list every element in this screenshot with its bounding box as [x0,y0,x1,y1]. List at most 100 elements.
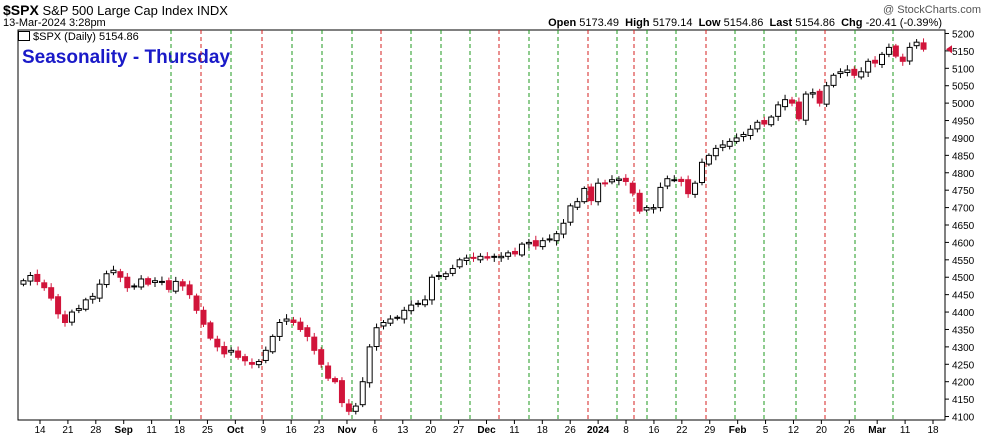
candle-body [338,380,345,404]
candle-body [768,116,775,126]
x-tick-label: 22 [676,425,688,436]
candle-body [193,295,200,311]
x-tick-label: 13 [397,425,409,436]
candle-body [27,274,34,282]
candle-body [165,280,172,290]
exchange: INDX [196,3,228,18]
candle-body [588,186,595,202]
candle-body [276,322,283,337]
candle-body [539,240,546,248]
candle-body [532,240,539,247]
x-tick-label: Mar [868,425,886,436]
candle-body [55,296,62,315]
chg-label: Chg [841,17,863,29]
y-tick-label: 4500 [952,273,975,284]
y-tick-label: 4900 [952,134,975,145]
y-tick-label: 4950 [952,117,975,128]
candle-body [574,201,581,208]
candle-body [505,252,512,257]
candle-body [823,85,830,105]
x-tick-label: 11 [509,425,520,436]
candle-body [62,314,69,324]
candle-body [692,182,699,195]
candle-body [512,250,519,255]
y-tick-label: 4650 [952,221,975,232]
x-tick-label: 11 [900,425,911,436]
legend-label: $SPX (Daily) 5154.86 [33,31,139,43]
last-value: 5154.86 [795,17,835,29]
candle-body [68,311,75,323]
candle-body [359,381,366,406]
candle-body [82,299,89,310]
candle-body [158,280,165,283]
candle-body [844,69,851,73]
watermark: @ StockCharts.com [883,4,981,16]
candle-body [795,101,802,120]
candle-body [394,316,401,319]
candle-body [373,327,380,348]
x-tick-label: 9 [260,425,266,436]
y-tick-label: 4250 [952,360,975,371]
x-tick-label: 23 [314,425,326,436]
candle-body [525,241,532,245]
candle-body [477,255,484,261]
y-tick-label: 4800 [952,169,975,180]
candle-body [878,53,885,65]
candle-body [837,71,844,75]
x-tick-label: Sep [115,425,133,436]
candle-body [636,192,643,212]
x-tick-label: 20 [425,425,437,436]
x-tick-label: 21 [62,425,74,436]
candle-body [782,99,789,108]
candle-body [283,318,290,322]
last-price-marker [946,45,952,54]
candle-body [110,269,117,274]
candle-body [705,154,712,165]
x-tick-label: 29 [704,425,716,436]
candle-body [186,284,193,296]
candle-body [401,309,408,320]
y-tick-label: 4200 [952,378,975,389]
candle-body [498,255,505,259]
x-tick-label: 11 [146,425,157,436]
candle-body [152,280,159,283]
x-tick-label: 20 [816,425,828,436]
candle-body [657,186,664,209]
y-tick-label: 4450 [952,291,975,302]
x-tick-label: 16 [648,425,660,436]
y-tick-label: 4550 [952,256,975,267]
y-tick-label: 5150 [952,47,975,58]
candle-body [858,71,865,78]
x-tick-label: 26 [844,425,856,436]
candle-body [463,257,470,262]
index-name: S&P 500 Large Cap Index [42,3,194,18]
x-tick-label: 18 [174,425,186,436]
candle-body [650,207,657,210]
candle-body [733,137,740,142]
candle-body [470,256,477,259]
x-tick-label: Oct [227,425,244,436]
candle-body [761,120,768,125]
symbol-header: $SPX S&P 500 Large Cap Index INDX [3,2,228,18]
candle-body [740,133,747,138]
candle-body [103,273,110,286]
low-value: 5154.86 [723,17,764,29]
candle-body [255,361,262,366]
candle-body [311,336,318,351]
x-tick-label: Nov [338,425,357,436]
y-tick-label: 4150 [952,395,975,406]
candle-body [387,318,394,324]
candle-body [491,255,498,258]
x-tick-label: 25 [202,425,214,436]
annotation-title: Seasonality - Thursday [22,47,231,68]
high-label: High [625,17,650,29]
candle-body [719,144,726,148]
candle-body [428,276,435,301]
open-value: 5173.49 [579,17,620,29]
candle-body [96,283,103,299]
x-tick-label: 18 [927,425,939,436]
candle-body [345,403,352,412]
x-tick-label: 12 [788,425,800,436]
candle-body [235,350,242,358]
candle-body [200,309,207,325]
